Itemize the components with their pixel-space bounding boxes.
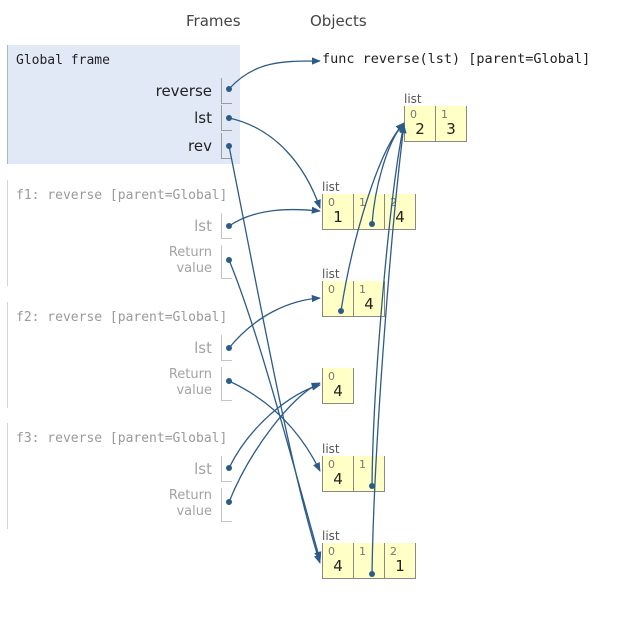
cell-value: 1 — [395, 557, 405, 575]
arrow-f1-return — [228, 259, 322, 561]
object-type-label: list — [322, 180, 340, 194]
var-slot — [221, 245, 232, 279]
cell-index: 0 — [328, 370, 335, 383]
cell-index: 0 — [328, 458, 335, 471]
var-slot — [221, 133, 232, 159]
object-type-label: list — [322, 529, 340, 543]
var-slot — [221, 335, 232, 361]
arrow-global-lst — [228, 117, 321, 209]
frame-title: f3: reverse [parent=Global] — [16, 431, 228, 446]
frame-title: Global frame — [16, 53, 110, 68]
arrow-f1-lst — [228, 206, 321, 227]
cell-index: 0 — [328, 196, 335, 209]
cell-value: 4 — [333, 470, 343, 488]
var-name: Return value — [168, 488, 212, 519]
cell-value: 2 — [415, 120, 425, 138]
object-type-label: list — [404, 92, 422, 106]
cell-index: 1 — [441, 108, 448, 121]
object-type-label: list — [322, 442, 340, 456]
var-slot — [221, 78, 232, 104]
var-name: rev — [188, 137, 212, 155]
var-name: lst — [194, 217, 212, 235]
frame-title: f2: reverse [parent=Global] — [16, 310, 228, 325]
frames-header: Frames — [186, 12, 241, 30]
var-slot — [221, 488, 232, 522]
list-cell: 1 — [353, 543, 384, 579]
var-name: Return value — [168, 245, 212, 276]
var-slot — [221, 213, 232, 239]
var-name: lst — [194, 339, 212, 357]
objects-header: Objects — [310, 12, 367, 30]
frame-f3: f3: reverse [parent=Global] lst Return v… — [7, 423, 240, 529]
cell-index: 0 — [328, 283, 335, 296]
object-type-label: list — [322, 267, 340, 281]
cell-index: 1 — [359, 545, 366, 558]
cell-index: 0 — [328, 545, 335, 558]
arrow-f2-return — [228, 380, 321, 472]
var-name: Return value — [168, 367, 212, 398]
function-object: func reverse(lst) [parent=Global] — [322, 51, 591, 67]
global-frame: Global frame reverse lst rev — [7, 45, 240, 164]
arrow-global-rev — [228, 145, 321, 564]
list-cell: 1 — [353, 456, 385, 492]
var-slot — [221, 456, 232, 482]
var-name: lst — [194, 109, 212, 127]
cell-value: 4 — [364, 295, 374, 313]
cell-value: 4 — [333, 557, 343, 575]
cell-value: 1 — [333, 208, 343, 226]
list-cell: 0 — [322, 281, 353, 317]
frame-f1: f1: reverse [parent=Global] lst Return v… — [7, 180, 240, 286]
frame-f2: f2: reverse [parent=Global] lst Return v… — [7, 302, 240, 408]
var-name: reverse — [155, 82, 212, 100]
cell-index: 1 — [359, 458, 366, 471]
var-slot — [221, 367, 232, 401]
cell-value: 3 — [446, 120, 456, 138]
cell-index: 1 — [359, 196, 366, 209]
frame-title: f1: reverse [parent=Global] — [16, 188, 228, 203]
var-name: lst — [194, 460, 212, 478]
arrow-listf-cell1 — [371, 124, 407, 575]
var-slot — [221, 105, 232, 131]
arrow-global-reverse — [228, 57, 321, 90]
arrow-f2-lst — [228, 294, 321, 349]
arrow-f3-return — [228, 382, 321, 503]
arrow-f3-lst — [228, 383, 321, 469]
cell-value: 4 — [395, 208, 405, 226]
list-cell: 1 — [353, 194, 384, 230]
cell-value: 4 — [333, 382, 343, 400]
cell-index: 0 — [410, 108, 417, 121]
